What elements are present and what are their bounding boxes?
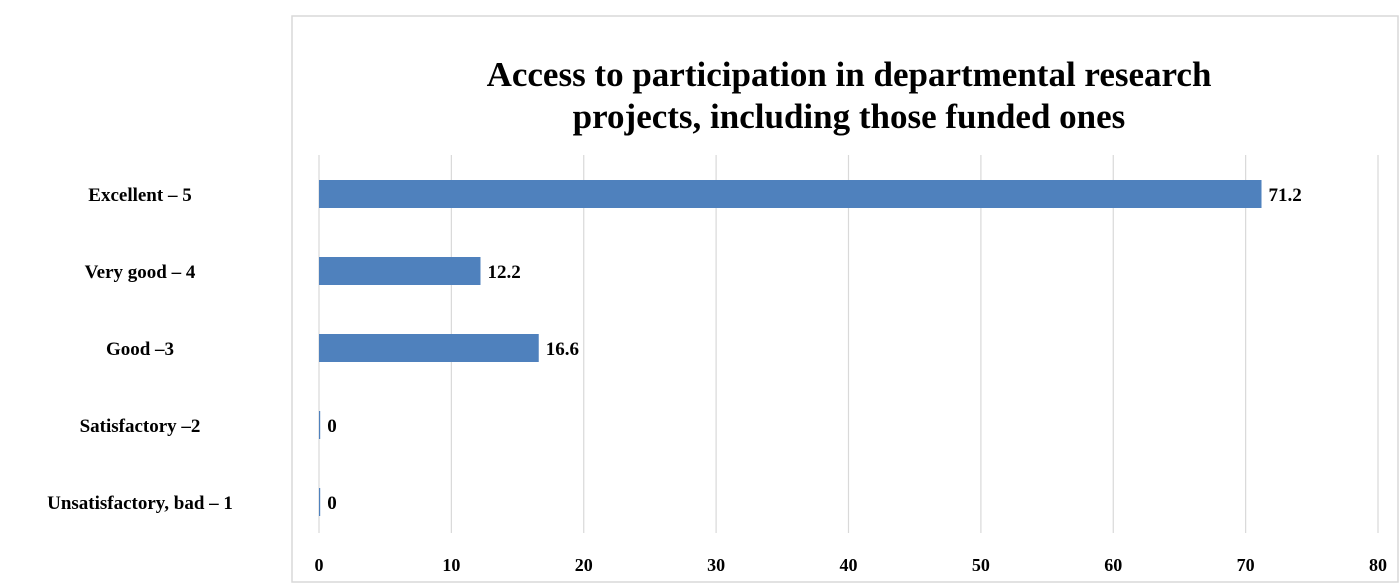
x-tick-label: 20 bbox=[575, 555, 593, 575]
category-label: Very good – 4 bbox=[85, 262, 196, 283]
data-label: 0 bbox=[327, 493, 337, 514]
bar bbox=[319, 257, 481, 285]
x-tick-label: 30 bbox=[707, 555, 725, 575]
gridlines bbox=[318, 155, 1379, 533]
chart-border bbox=[291, 15, 1399, 583]
bar bbox=[319, 334, 539, 362]
data-labels: 71.2 12.2 16.6 0 0 bbox=[327, 185, 1302, 514]
x-tick-label: 10 bbox=[442, 555, 460, 575]
x-tick-label: 70 bbox=[1237, 555, 1255, 575]
data-label: 12.2 bbox=[487, 262, 520, 283]
category-label: Satisfactory –2 bbox=[80, 416, 201, 437]
x-tick-labels: 0 10 20 30 40 50 60 70 80 bbox=[315, 555, 1388, 575]
bar bbox=[319, 488, 321, 516]
x-tick-label: 60 bbox=[1104, 555, 1122, 575]
data-label: 71.2 bbox=[1269, 185, 1302, 206]
category-label: Unsatisfactory, bad – 1 bbox=[47, 493, 233, 514]
category-labels: Excellent – 5 Very good – 4 Good –3 Satisfa… bbox=[47, 185, 233, 514]
x-tick-label: 80 bbox=[1369, 555, 1387, 575]
x-tick-label: 0 bbox=[315, 555, 324, 575]
data-label: 16.6 bbox=[546, 339, 579, 360]
category-label: Excellent – 5 bbox=[88, 185, 191, 206]
bars bbox=[319, 180, 1262, 516]
x-tick-label: 50 bbox=[972, 555, 990, 575]
chart-title-line-1: Access to participation in departmental … bbox=[487, 55, 1212, 94]
bar bbox=[319, 180, 1262, 208]
bar bbox=[319, 411, 321, 439]
x-tick-label: 40 bbox=[840, 555, 858, 575]
chart-title-line-2: projects, including those funded ones bbox=[573, 97, 1126, 136]
data-label: 0 bbox=[327, 416, 337, 437]
category-label: Good –3 bbox=[106, 339, 174, 360]
